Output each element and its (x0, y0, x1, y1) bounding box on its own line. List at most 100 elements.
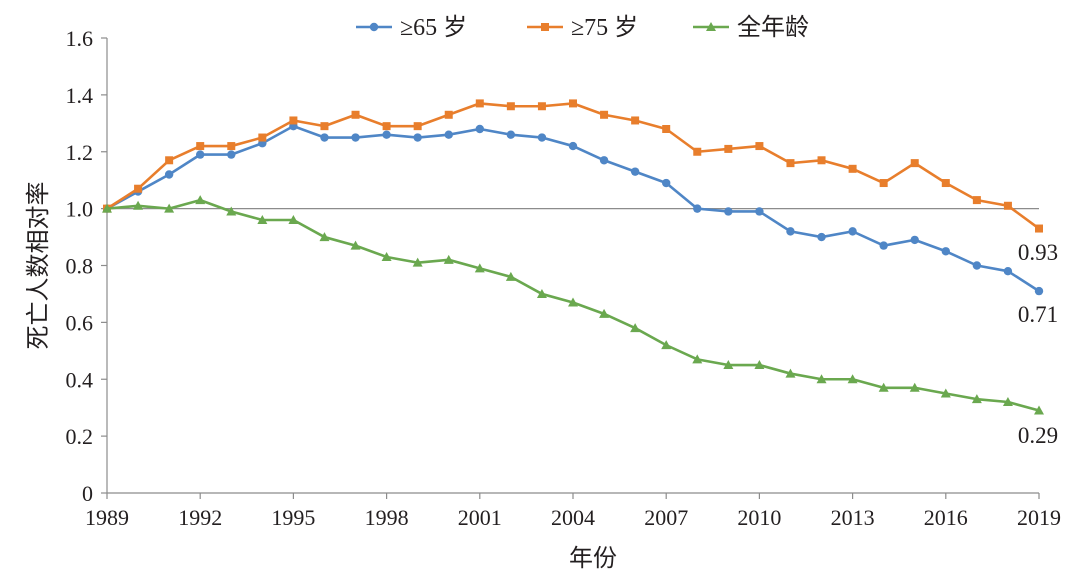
legend-label: ≥65 岁 (400, 14, 467, 41)
data-point (257, 215, 268, 224)
x-tick-label: 2001 (458, 505, 502, 530)
data-point (196, 150, 205, 159)
x-tick-label: 1989 (85, 505, 129, 530)
y-tick-label: 0 (82, 481, 93, 506)
legend-marker (369, 22, 379, 32)
x-tick-label: 2013 (831, 505, 875, 530)
data-point (227, 150, 236, 159)
data-point (444, 130, 453, 139)
data-point (320, 122, 329, 131)
data-point (1003, 266, 1013, 276)
x-tick-label: 1992 (178, 505, 222, 530)
data-point (785, 368, 796, 378)
data-point (413, 122, 422, 131)
data-point (755, 207, 764, 216)
data-point (319, 232, 330, 242)
data-point (940, 388, 951, 398)
data-point (382, 122, 391, 131)
data-point (692, 354, 703, 364)
data-point (351, 133, 360, 142)
data-point (847, 374, 858, 384)
data-point (1002, 397, 1013, 406)
x-tick-label: 1998 (365, 505, 409, 530)
data-point (786, 159, 795, 168)
data-point (537, 102, 546, 111)
data-point (382, 130, 391, 139)
data-point (661, 340, 672, 350)
data-point (599, 156, 609, 165)
axes: 0 0.2 0.4 0.6 0.8 1.0 1.2 1.4 1.6 1989 1992 1995 199… (24, 26, 1061, 572)
end-value-label: 0.93 (1018, 240, 1058, 265)
series-layer (102, 99, 1044, 415)
data-point (910, 235, 919, 245)
y-tick-label: 0.4 (66, 367, 94, 392)
data-point (475, 124, 484, 134)
end-value-label: 0.29 (1018, 423, 1058, 448)
data-point (600, 110, 609, 119)
x-tick-label: 2004 (551, 505, 595, 530)
data-point (320, 133, 329, 142)
legend-label: 全年龄 (737, 14, 809, 41)
data-point (1034, 286, 1044, 296)
legend-item: ≥75 岁 (527, 14, 638, 41)
data-point (258, 133, 267, 142)
data-point (164, 203, 175, 213)
data-point (817, 156, 826, 165)
series-3 (102, 195, 1044, 415)
data-point (506, 130, 516, 139)
data-point (412, 257, 423, 267)
series-2 (103, 99, 1043, 233)
x-tick-label: 2010 (737, 505, 781, 530)
labels-layer: 0.71 0.93 0.29 (1018, 240, 1058, 448)
data-point (506, 102, 515, 111)
legend-marker (706, 22, 716, 31)
legend: ≥65 岁 ≥75 岁 全年龄 (356, 14, 809, 41)
data-point (474, 263, 485, 273)
data-point (941, 179, 950, 188)
y-tick-label: 0.8 (66, 254, 94, 279)
data-point (723, 360, 734, 370)
y-tick-label: 0.6 (66, 310, 94, 335)
y-tick-label: 1.6 (66, 26, 94, 51)
data-point (909, 382, 920, 392)
data-point (662, 178, 671, 188)
data-point (631, 116, 640, 125)
data-point (879, 241, 888, 250)
x-axis-title: 年份 (569, 544, 617, 572)
y-axis-title: 死亡人数相对率 (24, 182, 52, 350)
data-point (102, 203, 112, 213)
data-point (941, 247, 950, 256)
data-point (754, 360, 765, 370)
data-point (537, 133, 547, 142)
data-point (413, 133, 422, 142)
data-point (816, 374, 827, 384)
data-point (350, 240, 361, 250)
legend-item: ≥65 岁 (356, 14, 467, 41)
data-point (755, 142, 764, 151)
x-tick-label: 1995 (271, 505, 315, 530)
series-1 (102, 121, 1044, 296)
data-point (505, 271, 516, 281)
data-point (630, 167, 640, 176)
data-point (786, 227, 795, 236)
data-point (599, 308, 610, 318)
data-point (693, 204, 702, 213)
data-point (165, 156, 174, 165)
y-tick-label: 1.4 (66, 83, 94, 108)
legend-item: 全年龄 (693, 14, 809, 41)
data-point (133, 200, 144, 210)
data-point (164, 170, 174, 179)
data-point (569, 99, 577, 108)
data-point (568, 141, 578, 151)
data-point (134, 184, 143, 193)
data-point (289, 116, 298, 125)
data-point (226, 206, 237, 216)
data-point (848, 164, 857, 173)
data-point (971, 394, 982, 404)
data-point (972, 196, 981, 205)
data-point (475, 99, 484, 108)
y-tick-label: 1.0 (66, 197, 94, 222)
data-point (227, 142, 236, 151)
x-tick-label: 2007 (644, 505, 688, 530)
